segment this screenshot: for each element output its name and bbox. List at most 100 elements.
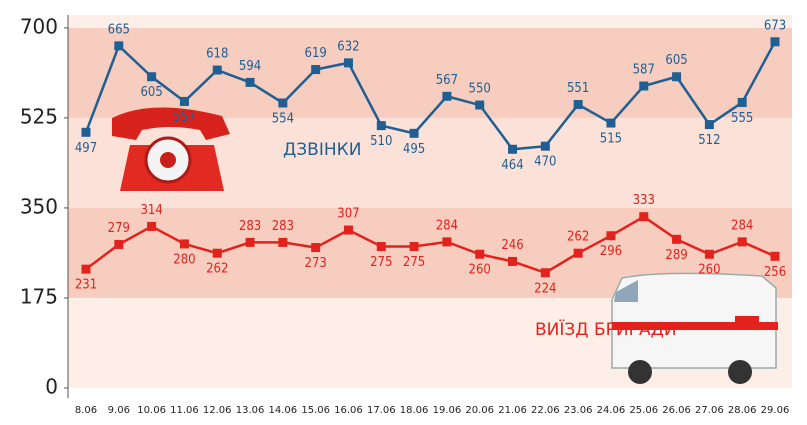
data-label: 554 [272,111,294,126]
point [246,78,255,87]
x-tick-label: 29.06 [761,405,790,416]
point [541,142,550,151]
telephone-icon [112,107,230,191]
data-label: 283 [272,219,294,234]
data-label: 673 [764,18,786,33]
x-tick-label: 15.06 [301,405,330,416]
x-tick-label: 17.06 [367,405,396,416]
point [147,222,156,231]
point [541,268,550,277]
point [377,242,386,251]
point [114,240,123,249]
point [180,97,189,106]
point [705,250,714,259]
x-tick-label: 28.06 [728,405,757,416]
point [639,81,648,90]
point [82,128,91,137]
point [574,249,583,258]
legend-label: ВИЇЗД БРИГАДИ [535,319,677,340]
x-tick-label: 11.06 [170,405,199,416]
data-label: 605 [140,85,162,100]
data-label: 307 [337,207,359,222]
x-tick-label: 20.06 [465,405,494,416]
x-tick-label: 18.06 [400,405,429,416]
point [475,101,484,110]
point [639,212,648,221]
chart: 01753505257008.069.0610.0611.0612.0613.0… [0,0,807,425]
point [738,237,747,246]
x-tick-label: 9.06 [108,405,130,416]
data-label: 618 [206,47,228,62]
data-label: 284 [731,218,753,233]
point [278,98,287,107]
data-label: 246 [501,238,523,253]
data-label: 260 [698,263,720,278]
x-tick-label: 12.06 [203,405,232,416]
point [147,72,156,81]
y-tick-label: 175 [20,284,58,308]
data-label: 262 [206,262,228,277]
data-label: 333 [633,193,655,208]
point [377,121,386,130]
data-label: 567 [436,73,458,88]
legend-label: ДЗВІНКИ [283,140,361,160]
data-label: 224 [534,281,556,296]
point [82,265,91,274]
point [475,250,484,259]
point [311,243,320,252]
x-tick-label: 14.06 [269,405,298,416]
point [574,100,583,109]
data-label: 587 [633,62,655,77]
point [213,66,222,75]
data-label: 464 [501,158,523,173]
data-label: 284 [436,218,458,233]
point [410,242,419,251]
data-label: 495 [403,142,425,157]
data-label: 557 [173,110,195,125]
x-tick-label: 25.06 [629,405,658,416]
point [672,72,681,81]
x-tick-label: 26.06 [662,405,691,416]
x-tick-label: 23.06 [564,405,593,416]
point [114,41,123,50]
data-label: 515 [600,132,622,147]
data-label: 231 [75,278,97,293]
band [68,15,792,28]
point [180,239,189,248]
data-label: 260 [469,263,491,278]
point [278,238,287,247]
x-tick-label: 8.06 [75,405,97,416]
point [442,237,451,246]
data-label: 296 [600,244,622,259]
data-label: 275 [403,255,425,270]
point [344,226,353,235]
point [672,235,681,244]
data-label: 512 [698,133,720,148]
y-tick-label: 350 [20,194,58,218]
x-tick-label: 19.06 [433,405,462,416]
point [738,98,747,107]
data-label: 665 [108,22,130,37]
band [68,28,792,118]
point [508,257,517,266]
point [344,58,353,67]
point [771,37,780,46]
data-label: 289 [665,248,687,263]
data-label: 256 [764,265,786,280]
x-tick-label: 22.06 [531,405,560,416]
data-label: 283 [239,219,261,234]
x-tick-label: 10.06 [137,405,166,416]
point [508,145,517,154]
y-tick-label: 0 [45,375,58,399]
point [311,65,320,74]
data-label: 555 [731,111,753,126]
point [705,120,714,129]
x-tick-label: 16.06 [334,405,363,416]
data-label: 605 [665,53,687,68]
data-label: 273 [305,256,327,271]
data-label: 279 [108,221,130,236]
data-label: 594 [239,59,261,74]
data-label: 551 [567,81,589,96]
point [410,129,419,138]
x-tick-label: 13.06 [236,405,265,416]
